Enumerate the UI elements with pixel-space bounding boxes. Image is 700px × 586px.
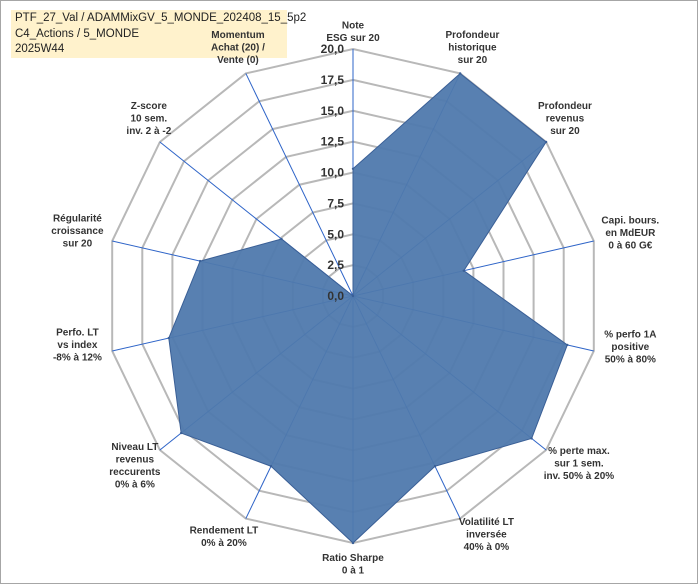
data-point-12 [280, 237, 283, 241]
tick-label-5: 12,5 [321, 135, 345, 149]
axis-label-1: Profondeur historique sur 20 [445, 30, 499, 66]
data-point-0 [351, 167, 355, 170]
tick-label-7: 17,5 [321, 73, 345, 87]
data-point-3 [462, 269, 465, 272]
axis-label-11: Régularité croissance sur 20 [51, 214, 104, 250]
tick-label-1: 2,5 [327, 258, 344, 272]
axis-label-9: Niveau LT revenus reccurents 0% à 6% [109, 442, 161, 491]
tick-label-3: 7,5 [327, 196, 344, 210]
title-line-2: C4_Actions / 5_MONDE [15, 27, 139, 40]
data-point-9 [179, 431, 183, 435]
series-layer [167, 72, 569, 545]
data-point-7 [351, 541, 355, 545]
label-layer: Note ESG sur 20 Profondeur historique sur 20… [51, 21, 659, 577]
tick-label-4: 10,0 [321, 166, 345, 180]
axis-label-12: Z-score 10 sem. inv. 2 à -2 [126, 101, 171, 137]
axis-label-2: Profondeur revenus sur 20 [538, 101, 592, 137]
axis-label-3: Capi. bours. en MdEUR 0 à 60 G€ [601, 216, 659, 252]
tick-label-0: 0,0 [327, 289, 344, 303]
axis-label-7: Ratio Sharpe 0 à 1 [322, 553, 384, 577]
data-point-11 [198, 259, 202, 263]
axis-label-6: Volatilité LT inversée 40% à 0% [459, 517, 514, 553]
axis-label-5: % perte max. sur 1 sem. inv. 50% à 20% [544, 446, 615, 482]
axis-label-0: Note ESG sur 20 [326, 21, 380, 45]
tick-label-6: 15,0 [321, 104, 345, 118]
axis-label-8: Rendement LT 0% à 20% [190, 525, 259, 549]
tick-label-2: 5,0 [327, 227, 344, 241]
data-point-8 [269, 465, 273, 468]
chart-title-box: PTF_27_Val / ADAMMixGV_5_MONDE_202408_15… [11, 10, 307, 58]
axis-label-4: % perfo 1A positive 50% à 80% [604, 329, 656, 365]
axis-label-10: Perfo. LT vs index -8% à 12% [53, 327, 102, 363]
series-area [168, 72, 568, 544]
data-point-10 [167, 336, 170, 340]
data-point-2 [544, 140, 548, 144]
spoke-13 [245, 73, 354, 297]
tick-layer: 0,0 2,5 5,0 7,5 10,0 12,5 15,0 17,5 20,0 [321, 42, 345, 303]
data-point-13 [351, 294, 355, 298]
tick-label-8: 20,0 [321, 42, 345, 56]
axis-label-13: Momentum Achat (20) / Vente (0) [211, 30, 265, 66]
data-point-6 [433, 465, 437, 468]
title-line-3: 2025W44 [15, 43, 65, 55]
data-point-1 [458, 72, 462, 75]
data-point-4 [566, 343, 569, 347]
data-point-5 [530, 437, 533, 440]
title-line-1: PTF_27_Val / ADAMMixGV_5_MONDE_202408_15… [15, 12, 307, 24]
